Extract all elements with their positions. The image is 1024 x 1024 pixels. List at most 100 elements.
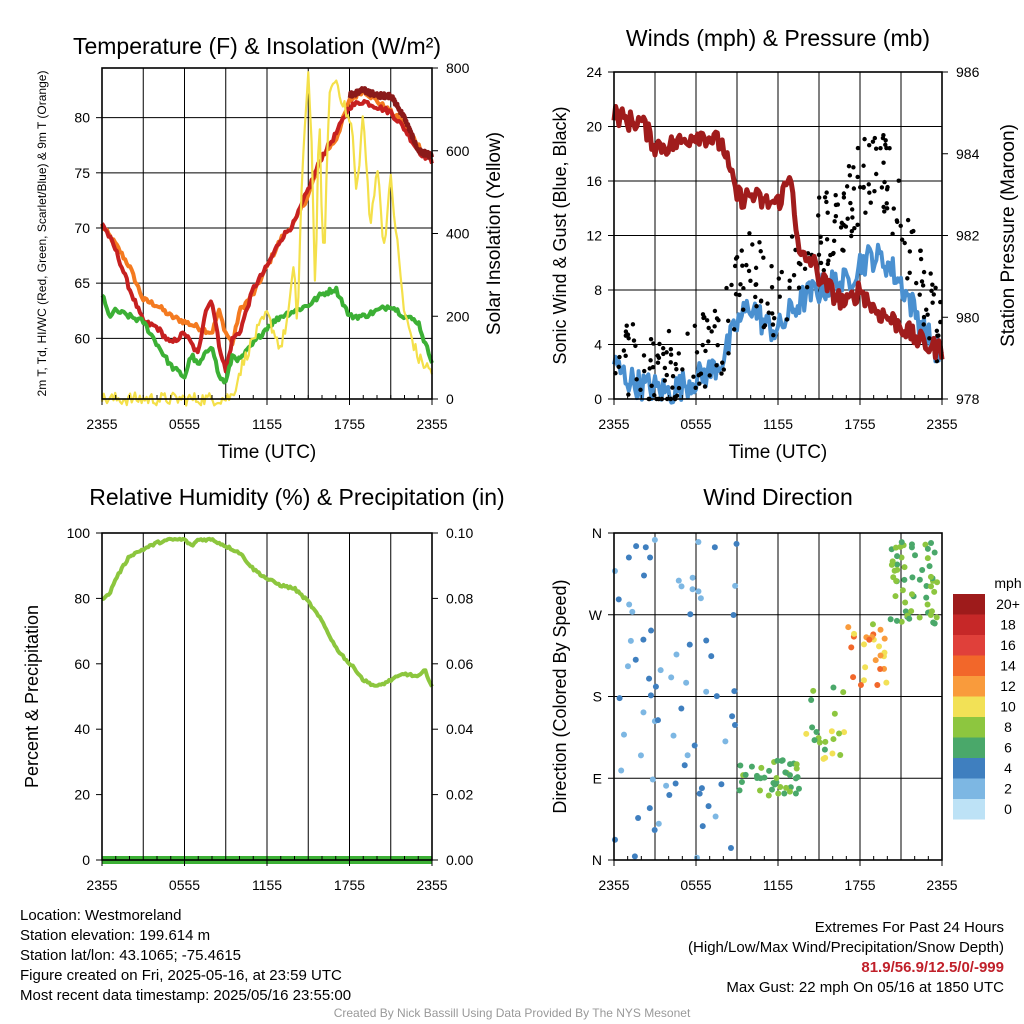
wind-direction-point <box>703 688 710 695</box>
gust-point <box>934 328 940 333</box>
wind-direction-point <box>850 674 857 681</box>
y2-tick-label: 0.10 <box>446 525 473 541</box>
y2-tick-label: 982 <box>956 228 980 244</box>
gust-point <box>621 348 627 353</box>
x-tick-label: 0555 <box>680 416 711 432</box>
gust-point <box>784 317 790 322</box>
gust-point <box>844 184 850 189</box>
wind-direction-point <box>808 696 815 703</box>
wind-direction-point <box>862 664 869 671</box>
x-tick-label: 2355 <box>598 877 629 893</box>
wind-direction-point <box>642 544 649 551</box>
gust-point <box>816 195 822 200</box>
gust-point <box>924 307 929 312</box>
wind-direction-point <box>681 762 688 769</box>
wind-direction-point <box>647 692 654 699</box>
y2-tick-label: 0.02 <box>446 787 473 803</box>
wind-direction-point <box>908 591 915 598</box>
wind-direction-point <box>841 729 848 736</box>
gust-point <box>882 179 887 185</box>
gust-point <box>762 323 768 328</box>
wind-direction-point <box>654 717 661 724</box>
y-tick-label: 65 <box>74 275 90 291</box>
wind-direction-point <box>924 545 931 552</box>
speed-legend: mph 20+ 18 16 14 12 10 8 6 4 2 0 <box>953 575 1022 820</box>
gust-point <box>905 276 910 281</box>
wind-direction-point <box>912 552 919 559</box>
y-tick-label: 70 <box>74 220 90 236</box>
gust-point <box>899 237 905 242</box>
wind-direction-point <box>711 544 718 551</box>
y2-tick-label: 984 <box>956 146 980 162</box>
wind-direction-point <box>829 750 836 757</box>
gust-point <box>816 252 822 257</box>
chart-panel-4: 2355 0555 1155 1755 2355 N E S W N Wind Direction D… <box>550 484 1022 893</box>
gust-point <box>852 225 857 231</box>
wind-direction-point <box>722 738 729 745</box>
gust-point <box>895 219 900 225</box>
wind-direction-point <box>792 775 799 782</box>
wind-direction-point <box>924 555 931 562</box>
gust-point <box>771 333 776 338</box>
x-tick-label: 1155 <box>763 877 793 893</box>
gust-point <box>917 292 922 297</box>
gust-point <box>616 364 621 370</box>
wind-direction-point <box>651 827 658 834</box>
wind-direction-point <box>861 641 868 648</box>
gust-point <box>650 365 656 370</box>
gust-point <box>630 322 636 327</box>
wind-direction-point <box>647 554 654 561</box>
gust-point <box>757 240 762 245</box>
wind-direction-point <box>923 582 930 589</box>
wind-direction-point <box>926 563 933 570</box>
wind-direction-point <box>928 608 935 615</box>
gust-point <box>879 185 885 190</box>
wind-direction-point <box>851 630 858 637</box>
series-line <box>101 536 434 688</box>
legend-swatch <box>953 799 985 820</box>
wind-direction-point <box>771 781 778 788</box>
wind-direction-point <box>631 853 638 860</box>
legend-swatch <box>953 655 985 676</box>
gust-point <box>741 286 746 291</box>
wind-direction-point <box>909 574 916 581</box>
gust-point <box>709 329 714 334</box>
wind-direction-point <box>697 595 704 602</box>
gust-point <box>721 367 727 372</box>
gust-point <box>651 341 656 346</box>
wind-direction-point <box>908 541 915 548</box>
gust-point <box>898 223 903 229</box>
wind-direction-point <box>729 713 736 720</box>
gust-point <box>626 392 631 397</box>
wind-direction-point <box>892 544 899 551</box>
legend-title: mph <box>994 575 1021 591</box>
wind-direction-point <box>830 736 837 743</box>
wind-direction-point <box>675 577 682 584</box>
wind-direction-point <box>809 724 816 731</box>
wind-direction-point <box>684 752 691 759</box>
station-elevation: Station elevation: 199.614 m <box>20 927 211 944</box>
station-info: Location: Westmoreland Station elevation… <box>20 906 351 1006</box>
wind-direction-point <box>637 752 644 759</box>
gust-point <box>825 210 830 215</box>
gust-point <box>701 315 706 321</box>
gust-point <box>691 374 696 379</box>
gust-point <box>851 186 857 191</box>
wind-direction-point <box>736 787 743 794</box>
gust-point <box>668 346 674 352</box>
figure-created: Figure created on Fri, 2025-05-16, at 23… <box>20 967 342 984</box>
wind-direction-point <box>648 627 655 634</box>
wind-direction-point <box>695 588 702 595</box>
gust-point <box>714 363 719 368</box>
wind-direction-point <box>828 728 835 735</box>
gust-point <box>623 353 628 359</box>
gust-point <box>818 234 823 239</box>
legend-label: 6 <box>1004 740 1012 756</box>
series-line <box>100 99 434 374</box>
gust-point <box>631 338 637 343</box>
gust-point <box>648 336 654 342</box>
wind-direction-point <box>923 594 930 601</box>
gust-point <box>873 171 879 177</box>
wind-direction-point <box>898 539 905 546</box>
